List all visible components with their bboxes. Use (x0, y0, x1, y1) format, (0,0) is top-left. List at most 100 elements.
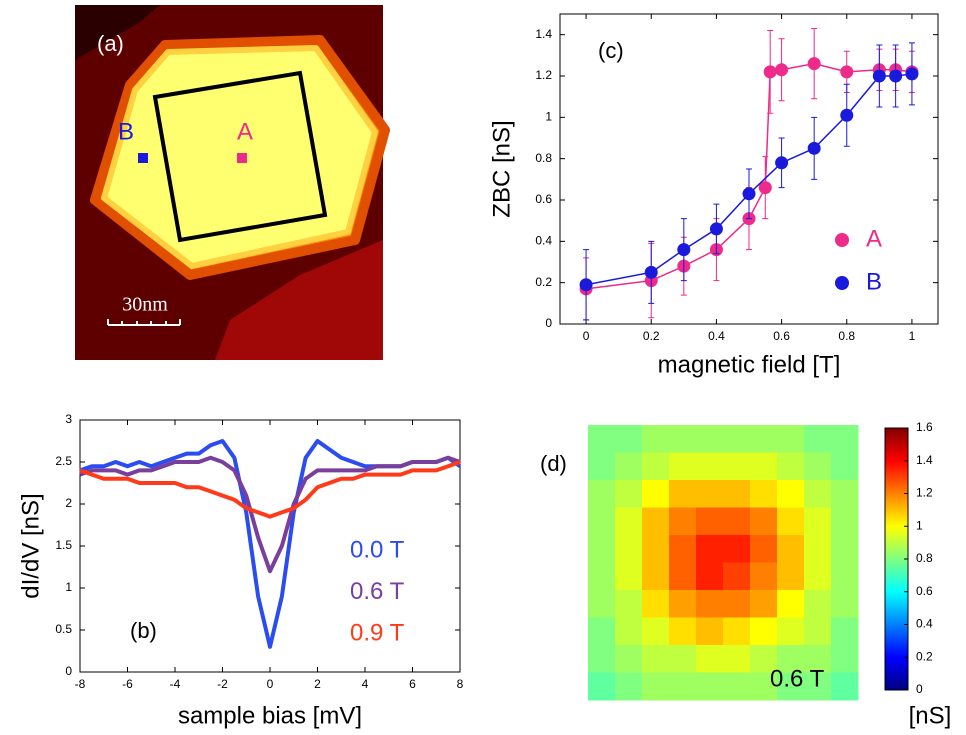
heatmap-cell (588, 617, 616, 646)
heatmap-cell (750, 672, 778, 701)
colorbar-tick-label: 1 (916, 518, 923, 532)
x-tick-label: 0.4 (708, 329, 725, 343)
heatmap-cell (696, 562, 724, 591)
data-point (763, 65, 777, 79)
heatmap-cell (642, 507, 670, 536)
point-b-marker (138, 153, 148, 163)
data-point (758, 181, 772, 195)
y-tick-label: 0.4 (535, 234, 552, 248)
heatmap-cell (588, 452, 616, 481)
x-tick-label: -6 (122, 677, 133, 691)
panel-label: (d) (540, 451, 567, 476)
data-point (840, 65, 854, 79)
heatmap-cell (804, 535, 832, 563)
heatmap-cell (777, 617, 805, 646)
heatmap: (d) 0.6 T 0 0.2 0.4 0.6 0.8 1 1.2 1.4 1.6 [nS] (540, 420, 951, 729)
heatmap-cell (831, 452, 859, 481)
scale-bar-label: 30nm (122, 294, 168, 316)
heatmap-cell (669, 590, 697, 618)
image-dark-corner (75, 5, 160, 60)
heatmap-cell (804, 425, 832, 453)
heatmap-cell (777, 535, 805, 563)
heatmap-cell (669, 452, 697, 481)
plot-frame (559, 13, 939, 325)
heatmap-cell (642, 590, 670, 618)
heatmap-cell (669, 535, 697, 563)
heatmap-cell (588, 535, 616, 563)
point-a-label: A (237, 118, 253, 145)
heatmap-cell (615, 480, 643, 508)
data-point (775, 63, 789, 77)
heatmap-cell (642, 535, 670, 563)
heatmap-cell (804, 480, 832, 508)
heatmap-cell (669, 672, 697, 701)
y-tick-label: 2 (65, 496, 72, 510)
y-tick-label: 0 (545, 316, 552, 330)
heatmap-cell (750, 507, 778, 536)
legend-label: 0.0 T (350, 536, 405, 563)
heatmap-cell (804, 562, 832, 591)
heatmap-cell (615, 617, 643, 646)
data-point (775, 156, 789, 170)
heatmap-cell (777, 672, 805, 701)
data-point (872, 69, 886, 83)
heatmap-cell (777, 590, 805, 618)
heatmap-cell (777, 562, 805, 591)
heatmap-cell (723, 645, 751, 673)
heatmap-cell (777, 480, 805, 508)
heatmap-cell (642, 562, 670, 591)
heatmap-cell (669, 507, 697, 536)
heatmap-cell (642, 672, 670, 701)
y-axis-label: ZBC [nS] (488, 120, 515, 217)
heatmap-cell (777, 425, 805, 453)
colorbar-tick-label: 0.2 (916, 649, 933, 663)
heatmap-cell (750, 645, 778, 673)
point-b-label: B (118, 118, 134, 145)
data-point (807, 57, 821, 71)
series-line (79, 455, 461, 574)
heatmap-cell (750, 480, 778, 508)
heatmap-cell (615, 425, 643, 453)
legend-label: A (866, 225, 882, 252)
x-tick-label: -8 (75, 677, 86, 691)
data-point (742, 187, 756, 201)
x-axis-label: magnetic field [T] (658, 351, 841, 378)
plot: 0 0.2 0.4 0.6 0.8 1 0 0.2 0.4 0.6 0.8 1 1.2 1.4 magnet… (488, 13, 939, 378)
heatmap-cell (723, 535, 751, 563)
heatmap-cell (669, 617, 697, 646)
x-tick-label: 0 (267, 677, 274, 691)
heatmap-cell (669, 562, 697, 591)
colorbar-tick-label: 0.6 (916, 584, 933, 598)
plot: -8 -6 -4 -2 0 2 4 6 8 0 0.5 1 1.5 2 2.5 3 sample bias [m… (17, 412, 463, 729)
x-tick-label: 1 (909, 329, 916, 343)
point-a-marker (237, 153, 247, 163)
scale-bar (107, 319, 181, 326)
heatmap-cell (750, 590, 778, 618)
heatmap-cell (723, 425, 751, 453)
colorbar-tick-label: 1.6 (916, 420, 933, 434)
heatmap-cell (723, 507, 751, 536)
heatmap-cell (831, 617, 859, 646)
heatmap-cell (750, 425, 778, 453)
y-tick-label: 3 (65, 412, 72, 426)
heatmap-cell (750, 617, 778, 646)
heatmap-cell (804, 645, 832, 673)
heatmap-cell (831, 425, 859, 453)
heatmap-cell (588, 425, 616, 453)
legend-label: B (866, 268, 882, 295)
heatmap-cell (777, 645, 805, 673)
heatmap-cell (615, 645, 643, 673)
heatmap-cell (723, 617, 751, 646)
heatmap-cell (669, 480, 697, 508)
legend-marker (835, 276, 849, 290)
topography-image: (a) A B 30nm (75, 5, 390, 360)
heatmap-cell (831, 645, 859, 673)
panel-label: (a) (97, 31, 124, 56)
heatmap-cell (723, 480, 751, 508)
heatmap-cell (804, 617, 832, 646)
heatmap-cell (615, 535, 643, 563)
heatmap-cell (669, 645, 697, 673)
heatmap-cell (696, 617, 724, 646)
heatmap-cell (804, 590, 832, 618)
data-point (644, 265, 658, 279)
